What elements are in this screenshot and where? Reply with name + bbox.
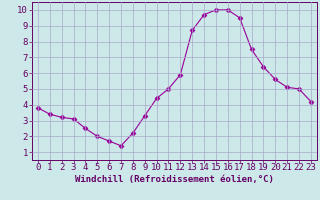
X-axis label: Windchill (Refroidissement éolien,°C): Windchill (Refroidissement éolien,°C) <box>75 175 274 184</box>
